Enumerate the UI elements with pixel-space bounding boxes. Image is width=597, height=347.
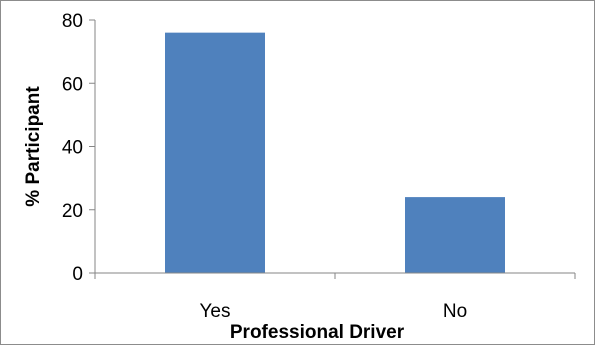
x-tick-label: Yes bbox=[200, 301, 231, 322]
x-tick-label: No bbox=[443, 301, 467, 322]
y-tick-label: 20 bbox=[62, 201, 83, 222]
y-tick-label: 60 bbox=[62, 74, 83, 95]
bar-no bbox=[405, 197, 505, 273]
y-tick-label: 40 bbox=[62, 138, 83, 159]
bars-group bbox=[165, 32, 505, 274]
y-tick-label: 0 bbox=[72, 264, 83, 285]
x-axis-title: Professional Driver bbox=[230, 322, 405, 343]
bar-yes bbox=[165, 32, 265, 274]
y-axis-title: % Participant bbox=[23, 86, 44, 207]
y-ticks-group: 0 20 40 60 80 bbox=[62, 11, 95, 285]
y-tick-label: 80 bbox=[62, 11, 83, 32]
x-ticks-group: Yes No bbox=[94, 273, 576, 322]
